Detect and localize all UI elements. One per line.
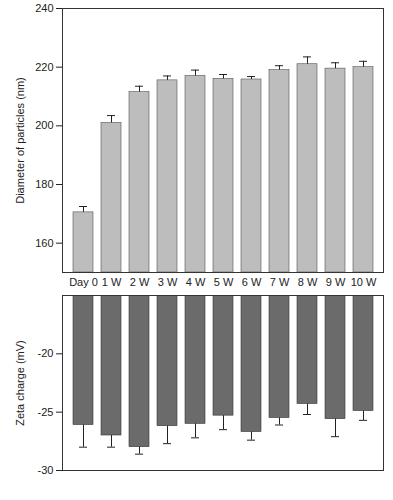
svg-text:5 W: 5 W <box>214 276 234 288</box>
svg-text:4 W: 4 W <box>186 276 206 288</box>
svg-text:9 W: 9 W <box>326 276 346 288</box>
svg-text:7 W: 7 W <box>270 276 290 288</box>
svg-text:200: 200 <box>35 119 53 131</box>
svg-text:-20: -20 <box>38 347 54 359</box>
svg-text:10 W: 10 W <box>351 276 377 288</box>
svg-text:Zeta charge (mV): Zeta charge (mV) <box>14 340 26 426</box>
svg-text:220: 220 <box>35 61 53 73</box>
svg-text:180: 180 <box>35 178 53 190</box>
svg-text:Diameter of particles (nm): Diameter of particles (nm) <box>14 77 26 204</box>
svg-text:6 W: 6 W <box>242 276 262 288</box>
svg-text:3 W: 3 W <box>158 276 178 288</box>
svg-text:160: 160 <box>35 237 53 249</box>
svg-text:1 W: 1 W <box>102 276 122 288</box>
svg-text:2 W: 2 W <box>130 276 150 288</box>
svg-text:-30: -30 <box>38 464 54 476</box>
svg-text:-25: -25 <box>38 406 54 418</box>
svg-text:240: 240 <box>35 2 53 14</box>
svg-text:8 W: 8 W <box>298 276 318 288</box>
svg-text:Day 0: Day 0 <box>69 276 98 288</box>
